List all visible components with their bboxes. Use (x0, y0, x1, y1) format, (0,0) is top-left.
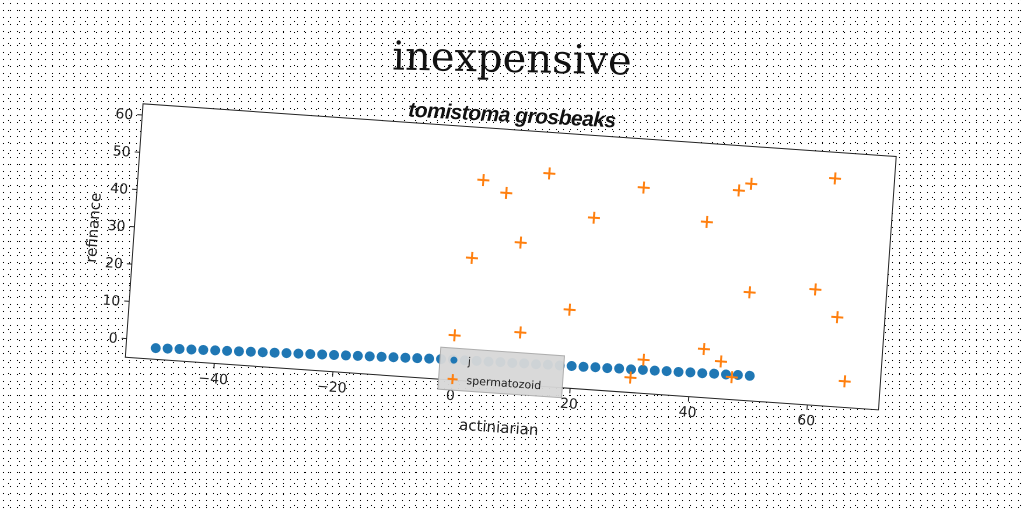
x-tick-label: 0 (445, 388, 455, 405)
y-tick-label: 40 (110, 181, 129, 198)
point-j (614, 363, 625, 374)
point-spermatozoid (714, 355, 728, 368)
point-spermatozoid (637, 353, 650, 366)
point-j (233, 346, 244, 357)
point-j (602, 363, 613, 374)
point-j (352, 350, 363, 361)
y-tick-label: 50 (112, 143, 131, 160)
point-spermatozoid (477, 174, 490, 187)
point-spermatozoid (745, 177, 758, 190)
point-j (245, 346, 256, 357)
legend-box (437, 346, 566, 399)
point-j (281, 348, 292, 359)
point-j (222, 345, 233, 356)
point-j (376, 351, 387, 362)
x-tick-label: 40 (678, 404, 697, 421)
y-tick-label: 60 (115, 106, 134, 123)
point-spermatozoid (743, 286, 756, 299)
point-j (661, 366, 672, 377)
point-j (412, 353, 423, 364)
x-tick-label: 60 (797, 412, 816, 429)
point-j (400, 352, 411, 363)
point-spermatozoid (465, 251, 479, 264)
point-spermatozoid (838, 375, 851, 388)
point-spermatozoid (725, 371, 738, 384)
point-j (685, 367, 696, 378)
point-j (637, 364, 648, 375)
point-j (424, 353, 435, 364)
y-axis-label: refinance (82, 192, 105, 263)
point-spermatozoid (563, 303, 576, 316)
point-spermatozoid (829, 172, 842, 185)
legend: j spermatozoid (437, 346, 566, 399)
point-j (317, 349, 328, 360)
point-j (150, 343, 161, 354)
point-j (186, 344, 197, 355)
point-j (162, 343, 173, 354)
point-spermatozoid (514, 326, 527, 339)
point-spermatozoid (587, 211, 601, 224)
y-tick-label: 30 (107, 218, 126, 235)
point-j (578, 361, 589, 372)
point-spermatozoid (831, 311, 844, 324)
point-j (566, 360, 577, 371)
point-j (210, 345, 221, 356)
point-j (673, 366, 684, 377)
x-tick-label: 20 (560, 396, 579, 413)
point-j (709, 368, 720, 379)
y-tick-label: 10 (102, 292, 121, 309)
point-spermatozoid (514, 236, 527, 249)
point-j (329, 349, 340, 360)
point-j (269, 347, 280, 358)
x-tick-label: −40 (198, 370, 229, 388)
point-j (174, 344, 185, 355)
legend-marker-spermatozoid (447, 374, 458, 385)
point-j (198, 344, 209, 355)
point-j (744, 370, 755, 381)
point-spermatozoid (732, 184, 745, 197)
legend-label-j: j (466, 355, 471, 368)
point-spermatozoid (809, 283, 822, 296)
point-j (364, 351, 375, 362)
point-j (340, 350, 351, 361)
point-spermatozoid (500, 186, 513, 199)
point-j (697, 368, 708, 379)
x-tick-label: −20 (316, 379, 347, 397)
point-spermatozoid (697, 342, 711, 356)
point-spermatozoid (624, 371, 637, 384)
point-spermatozoid (543, 167, 556, 180)
point-j (649, 365, 660, 376)
point-spermatozoid (700, 215, 713, 228)
point-spermatozoid (448, 329, 461, 342)
legend-marker-j (450, 356, 458, 364)
point-j (590, 362, 601, 373)
point-j (388, 352, 399, 363)
y-tick-label: 20 (104, 255, 123, 272)
x-axis-label: actiniarian (459, 416, 539, 439)
point-spermatozoid (637, 181, 650, 194)
y-tick-label: 0 (108, 330, 118, 347)
point-j (305, 349, 316, 360)
point-j (293, 348, 304, 359)
legend-label-spermatozoid: spermatozoid (466, 374, 542, 392)
point-j (257, 347, 268, 358)
point-j (626, 364, 637, 375)
